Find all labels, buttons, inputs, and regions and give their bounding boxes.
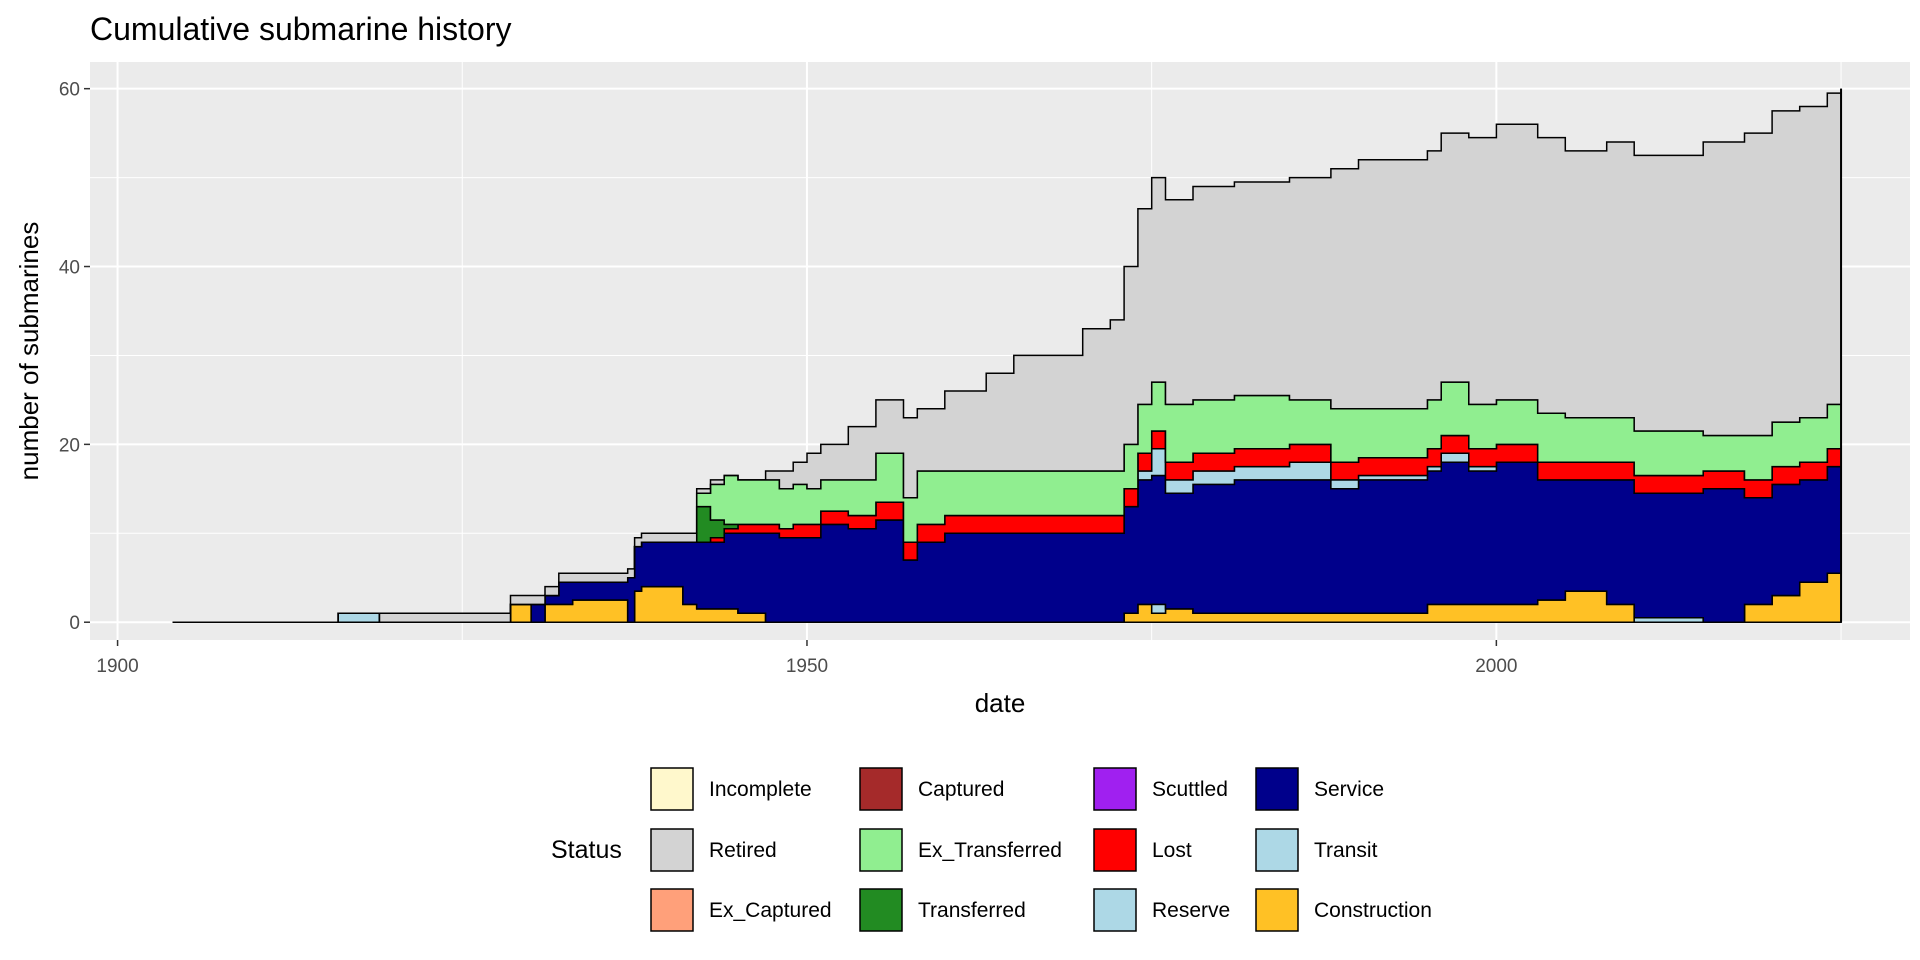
- x-tick-label: 1900: [96, 656, 138, 677]
- axes: 0 20 40 60 1900 1950 2000: [59, 80, 1518, 677]
- legend-key-construction: [1255, 888, 1299, 932]
- legend-label-scuttled: Scuttled: [1152, 778, 1228, 801]
- legend-key-transferred: [859, 888, 903, 932]
- y-tick-label: 0: [69, 613, 80, 634]
- legend-key-ex-transferred: [859, 828, 903, 872]
- legend-label-ex-transferred: Ex_Transferred: [918, 839, 1062, 862]
- legend-label-construction: Construction: [1314, 899, 1432, 922]
- x-tick-label: 1950: [786, 656, 828, 677]
- legend-key-incomplete: [650, 767, 694, 811]
- legend: Status Incomplete Retired Ex_Captured Captu…: [551, 767, 1432, 932]
- y-tick-label: 60: [59, 80, 80, 101]
- legend-key-lost: [1093, 828, 1137, 872]
- x-axis-title: date: [975, 688, 1026, 718]
- legend-title: Status: [551, 836, 622, 864]
- legend-key-reserve: [1093, 888, 1137, 932]
- legend-key-scuttled: [1093, 767, 1137, 811]
- area-retired: [172, 88, 1842, 623]
- legend-label-incomplete: Incomplete: [709, 778, 812, 801]
- legend-label-service: Service: [1314, 778, 1384, 801]
- legend-key-retired: [650, 828, 694, 872]
- y-tick-label: 20: [59, 435, 80, 456]
- stacked-areas: [172, 88, 1843, 623]
- legend-label-lost: Lost: [1152, 839, 1192, 862]
- x-tick-label: 2000: [1475, 656, 1517, 677]
- legend-label-ex-captured: Ex_Captured: [709, 899, 832, 922]
- legend-label-transferred: Transferred: [918, 899, 1026, 922]
- legend-label-transit: Transit: [1314, 839, 1378, 862]
- legend-label-retired: Retired: [709, 839, 777, 862]
- y-tick-label: 40: [59, 258, 80, 279]
- y-axis-title: number of submarines: [14, 222, 44, 481]
- legend-key-captured: [859, 767, 903, 811]
- legend-label-captured: Captured: [918, 778, 1004, 801]
- legend-key-service: [1255, 767, 1299, 811]
- legend-key-ex-captured: [650, 888, 694, 932]
- chart-title: Cumulative submarine history: [90, 11, 512, 47]
- legend-key-transit: [1255, 828, 1299, 872]
- legend-label-reserve: Reserve: [1152, 899, 1230, 922]
